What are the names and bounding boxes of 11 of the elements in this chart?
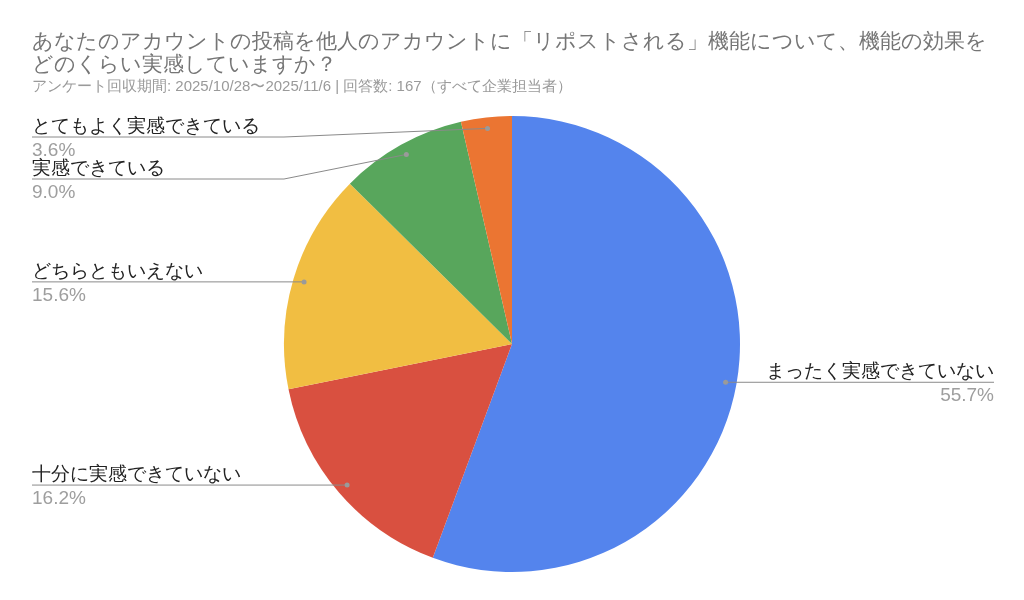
chart-subtitle: アンケート回収期間: 2025/10/28〜2025/11/6 | 回答数: 167（すべて企業担当者） bbox=[32, 77, 572, 94]
slice-label: 実感できている bbox=[32, 157, 165, 178]
slice-label: まったく実感できていない bbox=[766, 360, 994, 382]
data-label: 15.6% bbox=[32, 283, 86, 305]
slice-label: とてもよく実感できている bbox=[32, 115, 260, 136]
data-label: 55.7% bbox=[940, 384, 995, 406]
slice-label: どちらともいえない bbox=[32, 259, 203, 281]
data-label: 16.2% bbox=[32, 487, 86, 509]
data-label: 9.0% bbox=[32, 181, 76, 202]
slice-label: 十分に実感できていない bbox=[32, 463, 241, 485]
chart-title: あなたのアカウントの投稿を他人のアカウントに「リポストされる」機能について、機能の効果をどのくらい実感していますか？ bbox=[32, 29, 988, 75]
